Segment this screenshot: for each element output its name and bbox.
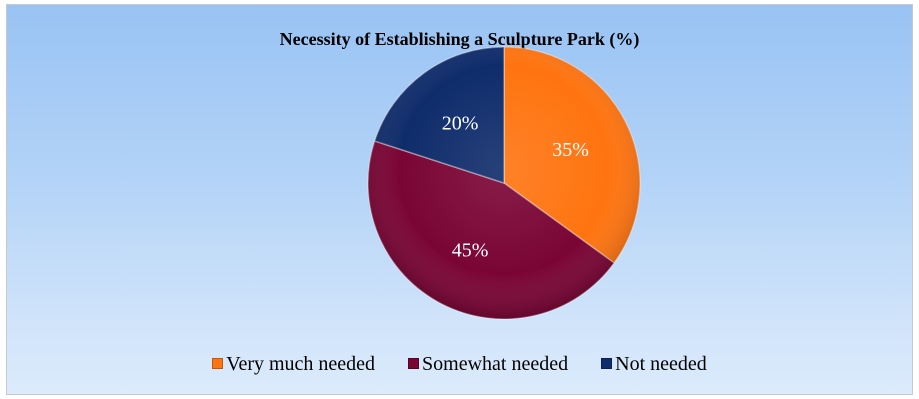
pie-chart: 35% 45% 20% xyxy=(367,46,641,320)
pie-label-very-much-needed: 35% xyxy=(552,139,589,161)
legend: Very much needed Somewhat needed Not nee… xyxy=(7,352,912,376)
legend-item-not-needed: Not needed xyxy=(601,353,707,376)
legend-label-not-needed: Not needed xyxy=(615,352,707,375)
pie-label-not-needed: 20% xyxy=(442,112,479,134)
pie-slices xyxy=(367,46,641,320)
pie-label-somewhat-needed: 45% xyxy=(452,240,489,262)
pie-labels: 35% 45% 20% xyxy=(442,112,589,261)
chart-title: Necessity of Establishing a Sculpture Pa… xyxy=(279,29,640,49)
legend-label-somewhat-needed: Somewhat needed xyxy=(422,352,569,375)
chart-area: Necessity of Establishing a Sculpture Pa… xyxy=(6,4,913,395)
legend-swatch-very-much-needed xyxy=(212,357,224,369)
legend-label-very-much-needed: Very much needed xyxy=(226,352,376,375)
legend-swatch-not-needed xyxy=(601,357,613,369)
legend-item-very-much-needed: Very much needed xyxy=(212,353,375,376)
legend-item-somewhat-needed: Somewhat needed xyxy=(408,353,568,376)
legend-swatch-somewhat-needed xyxy=(408,357,420,369)
